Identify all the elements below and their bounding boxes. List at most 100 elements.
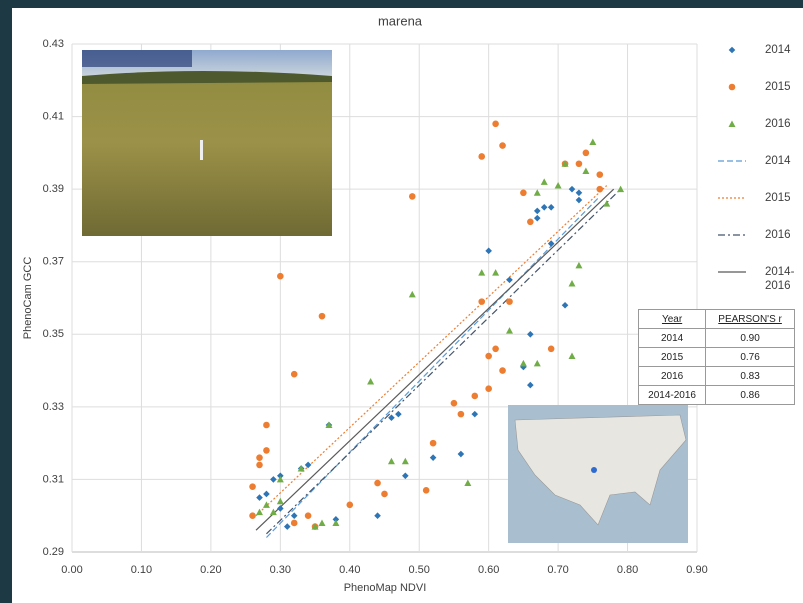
point [318, 312, 326, 320]
point [325, 421, 333, 428]
x-tick-label: 0.30 [270, 564, 291, 576]
point [589, 138, 597, 145]
point [263, 490, 270, 498]
y-tick-label: 0.37 [43, 256, 64, 268]
point [492, 269, 500, 276]
point [499, 142, 506, 149]
point [527, 218, 534, 226]
point [249, 483, 256, 490]
x-tick-label: 0.10 [131, 564, 152, 576]
point [554, 182, 562, 189]
point [395, 410, 402, 418]
point [318, 519, 326, 526]
point [256, 508, 263, 516]
point [506, 276, 513, 284]
point [527, 330, 534, 338]
table-cell: 0.76 [705, 347, 795, 367]
point [277, 272, 284, 280]
point [547, 345, 555, 353]
point [575, 189, 583, 197]
point [561, 301, 569, 309]
legend-label: 2016 [765, 118, 791, 130]
point [422, 487, 430, 494]
x-tick-label: 0.80 [617, 564, 638, 576]
point [408, 290, 416, 298]
point [256, 494, 263, 501]
point [277, 505, 284, 512]
point [485, 385, 492, 393]
point [402, 472, 409, 480]
legend-label: 2014 [765, 155, 791, 167]
point [256, 461, 263, 469]
y-tick-label: 0.29 [43, 546, 64, 558]
point [471, 410, 479, 418]
point [332, 516, 340, 523]
point [262, 501, 270, 508]
point [464, 479, 472, 487]
point [346, 501, 354, 509]
legend-label: 2015 [765, 192, 791, 204]
legend-label: 2014-2016 [765, 266, 795, 292]
table-cell: 0.86 [705, 385, 795, 405]
point [311, 523, 319, 530]
point [277, 472, 284, 480]
point [471, 392, 479, 400]
point [332, 519, 340, 526]
point [269, 508, 277, 516]
y-tick-label: 0.39 [43, 183, 64, 195]
point [408, 193, 416, 200]
point [519, 359, 527, 367]
trend-line [255, 188, 615, 531]
y-tick-label: 0.41 [43, 110, 64, 122]
point [617, 185, 625, 193]
point [533, 207, 541, 215]
point [533, 214, 541, 222]
point [290, 370, 298, 378]
legend-swatch [728, 46, 736, 54]
table-cell: 0.90 [705, 328, 795, 348]
trend-line [255, 185, 608, 517]
table-cell: 2015 [637, 347, 707, 367]
point [575, 261, 583, 269]
y-tick-label: 0.43 [43, 38, 64, 50]
table-header: PEARSON'S r [705, 309, 795, 329]
x-tick-label: 0.50 [409, 564, 430, 576]
point [575, 196, 583, 204]
point [540, 203, 548, 211]
point [520, 189, 527, 197]
point [533, 189, 541, 196]
y-tick-label: 0.31 [43, 473, 64, 485]
chart-title: marena [378, 13, 423, 28]
point [547, 240, 555, 247]
point [568, 352, 576, 360]
trend-line [266, 195, 601, 538]
point [506, 327, 513, 334]
x-tick-label: 0.40 [339, 564, 360, 576]
point [547, 203, 555, 211]
point [603, 200, 611, 207]
pearson-table: Year PEARSON'S r 2014 0.90 2015 0.76 2016 0.… [637, 309, 795, 405]
point [492, 120, 499, 128]
point [527, 381, 534, 389]
point [381, 490, 388, 498]
point [388, 414, 395, 422]
table-cell: 2014-2016 [637, 385, 707, 405]
point [582, 149, 590, 157]
legend-label: 2016 [765, 229, 791, 241]
point [304, 512, 312, 520]
point [540, 178, 548, 185]
table-cell: 2016 [637, 366, 707, 386]
legend-swatch [728, 120, 736, 127]
point [478, 298, 486, 305]
x-tick-label: 0.70 [547, 564, 568, 576]
point [297, 465, 305, 472]
point [276, 497, 284, 505]
site-photo [82, 50, 332, 236]
point [457, 410, 465, 418]
point [429, 439, 437, 447]
x-tick-label: 0.90 [686, 564, 707, 576]
x-tick-label: 0.20 [200, 564, 221, 576]
x-axis-label: PhenoMap NDVI [344, 582, 427, 594]
